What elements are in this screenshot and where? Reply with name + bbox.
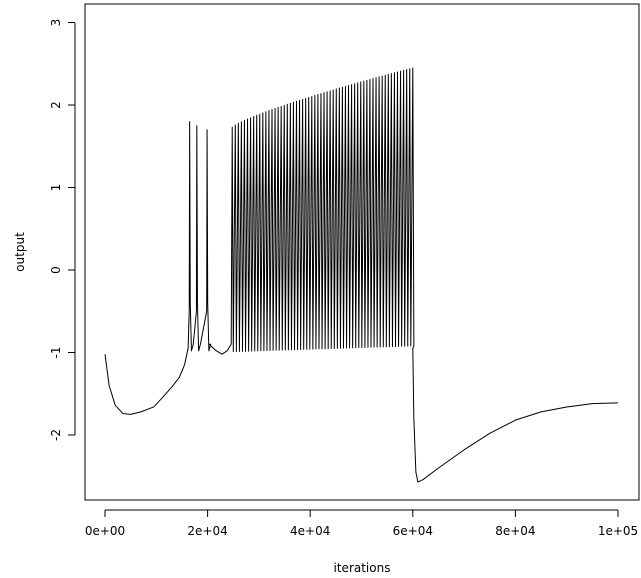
x-axis-label: iterations <box>334 561 391 575</box>
output-series-line <box>104 67 619 483</box>
y-tick-label: 3 <box>49 19 63 27</box>
x-tick-label: 4e+04 <box>290 524 330 538</box>
y-tick-label: -2 <box>49 429 63 441</box>
x-axis-ticks: 0e+00 2e+04 4e+04 6e+04 8e+04 1e+05 <box>85 510 638 538</box>
x-tick-label: 2e+04 <box>187 524 227 538</box>
y-tick-label: -1 <box>49 347 63 359</box>
y-axis-label: output <box>13 232 27 272</box>
y-axis-ticks: -2 -1 0 1 2 3 <box>49 19 75 441</box>
y-tick-label: 0 <box>49 266 63 274</box>
x-tick-label: 8e+04 <box>495 524 535 538</box>
x-tick-label: 0e+00 <box>85 524 125 538</box>
x-tick-label: 6e+04 <box>393 524 433 538</box>
y-tick-label: 1 <box>49 184 63 192</box>
plot-frame <box>84 3 640 501</box>
y-tick-label: 2 <box>49 101 63 109</box>
series-layer <box>104 67 619 483</box>
x-tick-label: 1e+05 <box>598 524 638 538</box>
